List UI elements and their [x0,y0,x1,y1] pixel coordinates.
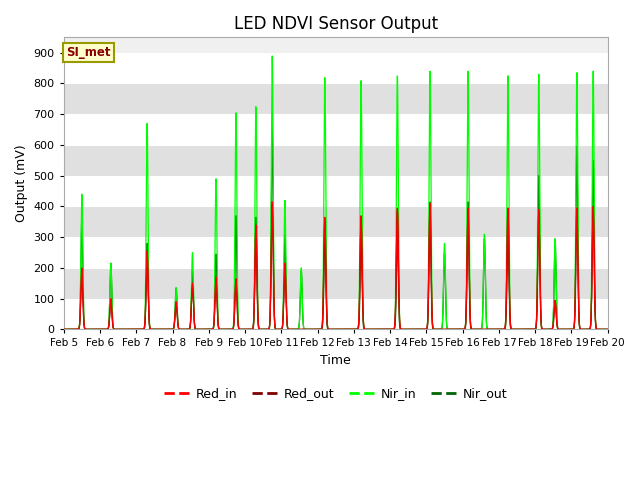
Bar [64,299,608,329]
Text: SI_met: SI_met [67,46,111,59]
Legend: Red_in, Red_out, Nir_in, Nir_out: Red_in, Red_out, Nir_in, Nir_out [159,382,512,405]
Bar [64,206,608,237]
Bar [64,84,608,114]
Bar [64,268,608,299]
Title: LED NDVI Sensor Output: LED NDVI Sensor Output [234,15,438,33]
Bar [64,114,608,145]
Bar [64,237,608,268]
Y-axis label: Output (mV): Output (mV) [15,144,28,222]
Bar [64,145,608,176]
X-axis label: Time: Time [321,354,351,367]
Bar [64,176,608,206]
Bar [64,53,608,84]
